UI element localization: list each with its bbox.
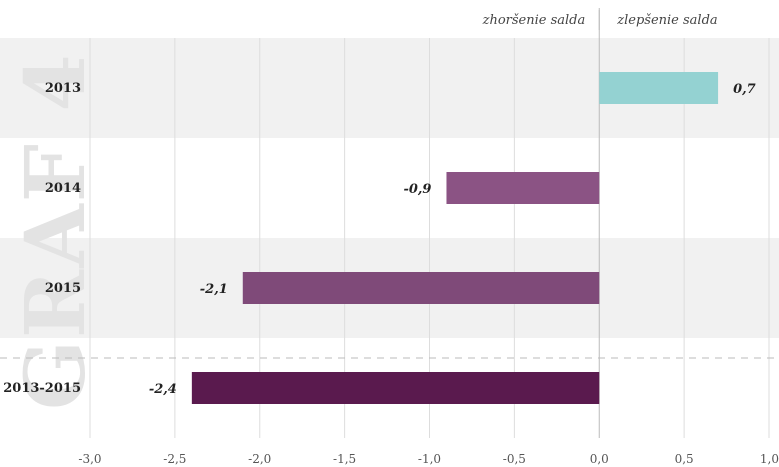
bars (191, 72, 719, 404)
category-label: 2014 (45, 181, 81, 196)
x-tick-label: -2,0 (248, 452, 271, 466)
x-tick-label: -0,5 (503, 452, 526, 466)
category-label: 2013-2015 (3, 381, 81, 396)
gridlines (89, 38, 770, 438)
value-label: -0,9 (403, 182, 431, 197)
category-label: 2013 (45, 81, 81, 96)
x-tick-label: 0,0 (590, 452, 609, 466)
value-label: -2,1 (200, 282, 228, 297)
x-tick-label: 1,0 (760, 452, 779, 466)
watermark-graf-4: GRAF 4 (8, 52, 104, 410)
category-label: 2015 (45, 281, 81, 296)
x-tick-label: 0,5 (675, 452, 694, 466)
improvement-label: zlepšenie salda (616, 13, 717, 28)
bar-2015 (242, 272, 600, 304)
bar-2014 (446, 172, 600, 204)
bar-2013 (599, 72, 719, 104)
row-backgrounds (0, 38, 779, 438)
bar-2013-2015 (191, 372, 600, 404)
x-tick-labels: -3,0 -2,5 -2,0 -1,5 -1,0 -0,5 0,0 0,5 1,0 (78, 452, 779, 466)
value-label: -2,4 (149, 382, 177, 397)
row-background (0, 138, 779, 238)
x-tick-label: -1,5 (333, 452, 356, 466)
x-tick-label: -1,0 (418, 452, 441, 466)
deterioration-label: zhoršenie salda (482, 13, 586, 28)
category-labels: 2013 2014 2015 2013-2015 (3, 81, 81, 396)
x-tick-label: -2,5 (163, 452, 186, 466)
value-labels: 0,7 -0,9 -2,1 -2,4 (149, 82, 756, 397)
value-label: 0,7 (733, 82, 756, 97)
x-tick-label: -3,0 (78, 452, 101, 466)
